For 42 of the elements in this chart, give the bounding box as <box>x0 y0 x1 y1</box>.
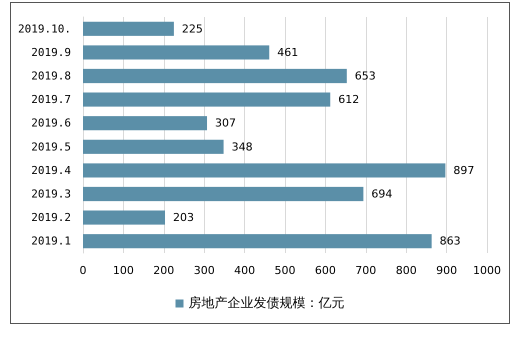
data-label: 461 <box>277 46 298 59</box>
bar <box>83 234 432 248</box>
data-label: 653 <box>354 70 376 82</box>
x-tick-label: 400 <box>234 264 256 277</box>
data-label: 203 <box>173 211 194 224</box>
x-tick-label: 100 <box>112 264 134 277</box>
data-label: 307 <box>215 116 236 130</box>
x-tick-label: 1000 <box>473 264 501 277</box>
bar <box>83 92 330 107</box>
bar <box>83 210 166 225</box>
y-tick-label: 2019.4 <box>31 164 72 177</box>
x-tick-label: 500 <box>274 264 296 277</box>
x-tick-label: 700 <box>355 264 376 277</box>
bar <box>83 186 364 202</box>
y-tick-label: 2019.5 <box>31 140 71 154</box>
y-tick-label: 2019.3 <box>31 188 71 200</box>
bar <box>83 140 224 154</box>
y-tick-label: 2019.1 <box>31 234 71 248</box>
data-label: 225 <box>182 22 203 36</box>
y-tick-label: 2019.9 <box>31 46 71 59</box>
y-tick-label: 2019.7 <box>31 93 71 106</box>
y-tick-label: 2019.6 <box>31 116 71 130</box>
x-tick-label: 600 <box>314 264 336 277</box>
x-tick-label: 200 <box>153 264 174 277</box>
data-label: 348 <box>232 140 253 154</box>
data-label: 612 <box>338 93 360 106</box>
legend-label: 房地产企业发债规模：亿元 <box>188 295 344 311</box>
bar <box>83 45 270 60</box>
x-tick-label: 300 <box>194 264 215 277</box>
y-tick-label: 2019.2 <box>31 211 71 224</box>
data-label: 863 <box>440 234 461 248</box>
x-tick-label: 900 <box>436 264 458 277</box>
bar <box>83 68 347 84</box>
data-label: 897 <box>453 164 474 177</box>
x-tick-label: 0 <box>80 264 86 277</box>
y-tick-label: 2019.8 <box>31 70 71 82</box>
bar <box>83 116 208 130</box>
x-tick-label: 800 <box>396 264 417 277</box>
bar <box>83 163 446 178</box>
y-tick-label: 2019.10. <box>18 22 71 36</box>
bar <box>83 22 174 36</box>
data-label: 694 <box>371 188 392 200</box>
